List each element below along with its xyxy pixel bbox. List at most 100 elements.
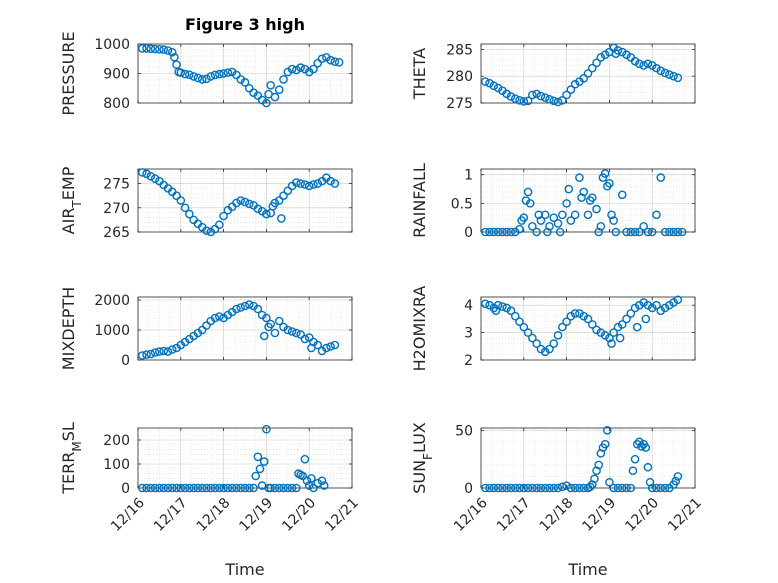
- data-point: [146, 171, 156, 181]
- data-point: [330, 57, 340, 67]
- data-point: [607, 339, 616, 348]
- data-point: [665, 70, 674, 79]
- y-axis-label: SUNFLUX: [410, 422, 435, 494]
- data-point: [270, 483, 280, 493]
- data-point: [553, 483, 563, 493]
- data-point: [480, 299, 490, 309]
- data-point: [617, 320, 627, 329]
- data-point: [609, 483, 618, 493]
- data-point: [540, 93, 550, 102]
- data-point: [232, 70, 241, 80]
- data-point: [587, 63, 597, 73]
- data-point: [570, 309, 580, 318]
- data-point: [617, 47, 627, 57]
- data-point: [215, 483, 224, 493]
- y-axis-label: H2OMIXRA: [410, 286, 429, 372]
- data-point: [215, 312, 224, 321]
- panel-h2omixra: 2 3 4 H2OMIXRA: [410, 286, 696, 372]
- y-tick-label: 0: [464, 225, 473, 241]
- data-point: [270, 92, 280, 102]
- data-point: [643, 462, 653, 472]
- data-point: [615, 333, 625, 343]
- data-point: [607, 210, 616, 220]
- data-point: [185, 209, 194, 219]
- data-point: [259, 331, 269, 341]
- data-point: [632, 322, 642, 332]
- data-point: [287, 483, 297, 493]
- data-point: [274, 196, 284, 205]
- y-tick-label: 800: [103, 96, 130, 112]
- data-point: [197, 325, 207, 335]
- data-point: [219, 211, 228, 221]
- y-tick-label: 0.5: [451, 196, 473, 212]
- data-point: [558, 210, 567, 220]
- data-point: [545, 344, 554, 354]
- data-point: [543, 227, 552, 237]
- data-point: [555, 227, 565, 237]
- data-point: [635, 227, 644, 237]
- data-point: [313, 179, 323, 188]
- data-point: [626, 483, 636, 493]
- data-point: [605, 179, 614, 188]
- xlabel-left-wrap: Time: [224, 560, 264, 579]
- data-point: [215, 69, 224, 79]
- data-point: [549, 213, 559, 222]
- data-point: [270, 328, 280, 338]
- data-point: [622, 227, 631, 237]
- data-point: [523, 483, 533, 493]
- data-point: [528, 333, 537, 343]
- data-point: [159, 45, 168, 54]
- data-point: [562, 90, 571, 100]
- data-point: [163, 483, 173, 493]
- data-point: [146, 349, 156, 359]
- data-point: [592, 466, 601, 475]
- data-point: [185, 70, 194, 79]
- y-tick-label: 265: [103, 225, 130, 241]
- data-point: [536, 91, 546, 101]
- data-point: [602, 426, 612, 435]
- data-point: [592, 58, 601, 68]
- data-point: [611, 227, 621, 237]
- data-point: [219, 483, 228, 493]
- data-point: [244, 300, 254, 309]
- data-point: [189, 483, 198, 493]
- data-point: [587, 480, 597, 489]
- data-point: [626, 227, 636, 237]
- data-point: [322, 343, 331, 353]
- data-point: [493, 227, 503, 237]
- data-point: [545, 94, 554, 104]
- data-point: [480, 483, 490, 493]
- data-point: [566, 216, 576, 225]
- data-point: [274, 316, 284, 326]
- data-point: [279, 483, 288, 493]
- data-point: [236, 196, 246, 205]
- panel-rainfall: 0 0.5 1 RAINFALL: [410, 163, 696, 241]
- data-point: [536, 216, 546, 225]
- data-point: [570, 79, 580, 89]
- data-point: [493, 300, 503, 310]
- data-point: [253, 204, 263, 214]
- data-point: [489, 227, 499, 237]
- data-point: [240, 197, 250, 207]
- data-point: [137, 351, 147, 360]
- data-point: [193, 483, 203, 493]
- data-point: [491, 306, 501, 315]
- y-tick-label: 1000: [94, 37, 130, 53]
- data-point: [146, 483, 156, 493]
- data-point: [562, 317, 571, 326]
- data-point: [150, 174, 160, 183]
- data-point: [309, 483, 318, 493]
- data-point: [671, 476, 681, 486]
- data-point: [150, 44, 160, 54]
- data-point: [510, 311, 520, 321]
- y-tick-label: 50: [455, 423, 473, 439]
- data-point: [643, 59, 653, 69]
- data-point: [673, 295, 683, 305]
- data-point: [506, 483, 516, 493]
- data-point: [262, 209, 271, 219]
- data-point: [613, 322, 623, 332]
- y-tick-label: 0: [464, 481, 473, 497]
- panel-pressure: 800 900 1000 PRESSURE: [59, 31, 353, 116]
- data-point: [259, 457, 269, 466]
- data-point: [540, 347, 550, 357]
